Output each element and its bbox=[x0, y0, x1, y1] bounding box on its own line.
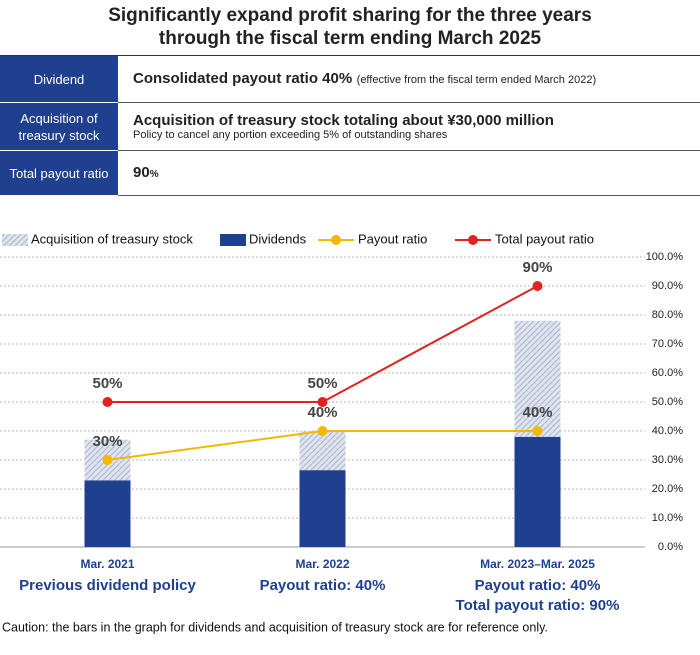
point bbox=[532, 426, 543, 436]
data-label: 50% bbox=[92, 375, 122, 392]
bar bbox=[514, 320, 561, 437]
row-label: Acquisition of treasury stock bbox=[0, 102, 118, 151]
category-note: Previous dividend policy bbox=[19, 577, 196, 594]
row-unit: % bbox=[149, 169, 159, 180]
row-content: 90% bbox=[118, 150, 700, 196]
page-title: Significantly expand profit sharing for … bbox=[0, 4, 700, 50]
policy-table: Dividend Consolidated payout ratio 40% (… bbox=[0, 55, 700, 196]
y-tick-label: 100.0% bbox=[646, 251, 684, 263]
y-tick-label: 90.0% bbox=[652, 280, 683, 292]
legend-label: Acquisition of treasury stock bbox=[31, 231, 193, 246]
bar bbox=[299, 431, 346, 471]
y-tick-label: 70.0% bbox=[652, 338, 683, 350]
row-note: (effective from the fiscal term ended Ma… bbox=[356, 74, 597, 86]
table-row: Acquisition of treasury stock Acquisitio… bbox=[0, 102, 700, 151]
row-content: Consolidated payout ratio 40% (effective… bbox=[118, 55, 700, 103]
title-line: Significantly expand profit sharing for … bbox=[108, 5, 592, 26]
caution: Caution: the bars in the graph for divid… bbox=[2, 620, 548, 634]
y-tick-label: 80.0% bbox=[652, 309, 683, 321]
chart: Caution: the bars in the graph for divid… bbox=[0, 231, 684, 634]
point bbox=[102, 455, 113, 465]
y-tick-label: 60.0% bbox=[652, 367, 683, 379]
data-label: 50% bbox=[307, 375, 337, 392]
legend-swatch bbox=[468, 235, 478, 245]
legend-swatch bbox=[220, 234, 246, 246]
y-tick-label: 0.0% bbox=[658, 541, 683, 553]
y-tick-label: 30.0% bbox=[652, 454, 683, 466]
x-tick-label: Mar. 2021 bbox=[80, 557, 134, 571]
y-tick-label: 20.0% bbox=[652, 483, 683, 495]
point bbox=[317, 397, 328, 407]
legend-label: Dividends bbox=[249, 231, 307, 246]
y-tick-label: 10.0% bbox=[652, 512, 683, 524]
row-content: Acquisition of treasury stock totaling a… bbox=[118, 102, 700, 151]
row-main: 90 bbox=[133, 164, 150, 181]
point bbox=[102, 397, 113, 407]
data-label: 40% bbox=[307, 404, 337, 421]
row-label: Dividend bbox=[0, 55, 118, 103]
title-line: through the fiscal term ending March 202… bbox=[158, 28, 542, 49]
x-tick-label: Mar. 2023–Mar. 2025 bbox=[480, 557, 595, 571]
table-row: Dividend Consolidated payout ratio 40% (… bbox=[0, 55, 700, 103]
row-main: Acquisition of treasury stock totaling a… bbox=[133, 112, 554, 129]
point bbox=[532, 281, 543, 291]
row-label: Total payout ratio bbox=[0, 150, 118, 196]
y-tick-label: 50.0% bbox=[652, 396, 683, 408]
legend-label: Payout ratio bbox=[358, 231, 427, 246]
table-row: Total payout ratio 90% bbox=[0, 150, 700, 196]
category-note: Payout ratio: 40% bbox=[260, 577, 386, 594]
category-note: Total payout ratio: 90% bbox=[456, 597, 620, 614]
data-label: 90% bbox=[522, 259, 552, 276]
x-tick-label: Mar. 2022 bbox=[295, 557, 349, 571]
category-note: Payout ratio: 40% bbox=[475, 577, 601, 594]
data-label: 30% bbox=[92, 433, 122, 450]
bar bbox=[299, 470, 346, 547]
bar bbox=[514, 436, 561, 547]
data-label: 40% bbox=[522, 404, 552, 421]
legend-swatch bbox=[331, 235, 341, 245]
legend-swatch bbox=[2, 234, 28, 246]
y-tick-label: 40.0% bbox=[652, 425, 683, 437]
row-note: Policy to cancel any portion exceeding 5… bbox=[133, 129, 448, 141]
legend-label: Total payout ratio bbox=[495, 231, 594, 246]
point bbox=[317, 426, 328, 436]
row-main: Consolidated payout ratio 40% bbox=[133, 70, 353, 87]
bar bbox=[84, 480, 131, 547]
